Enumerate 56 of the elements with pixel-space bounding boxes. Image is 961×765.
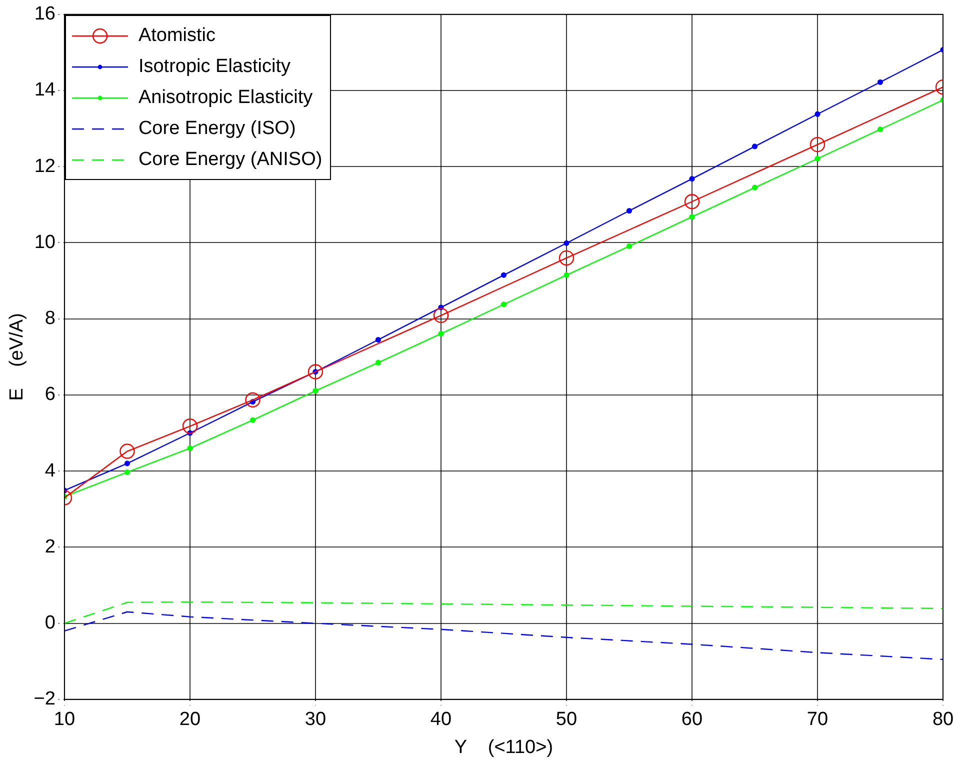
point	[564, 240, 570, 246]
line-series	[64, 601, 943, 624]
legend-label: Core Energy (ANISO)	[138, 148, 322, 172]
point	[312, 388, 318, 394]
point	[438, 330, 444, 336]
point	[752, 184, 758, 190]
point	[120, 444, 135, 459]
point	[250, 417, 256, 423]
point	[558, 250, 574, 266]
y-tick-label: 0	[44, 612, 56, 634]
point	[689, 176, 695, 182]
y-tick-label: 2	[44, 536, 56, 558]
point	[245, 392, 260, 408]
y-tick-label: −2	[34, 688, 56, 710]
y-tick-label: 6	[44, 384, 56, 406]
y-axis-title: E (eV/A)	[6, 313, 28, 401]
point	[182, 418, 198, 434]
point	[564, 272, 570, 278]
x-tick-label: 60	[681, 709, 703, 730]
y-tick-label: 16	[34, 4, 56, 25]
point	[752, 144, 758, 150]
point	[187, 445, 193, 452]
y-tick-label: 14	[34, 80, 56, 101]
point	[877, 126, 884, 132]
point	[433, 308, 449, 324]
legend-label: Anisotropic Elasticity	[138, 86, 313, 110]
legend-label: Isotropic Elasticity	[138, 55, 290, 80]
point	[500, 272, 507, 278]
x-tick-label: 50	[556, 709, 578, 730]
point	[500, 302, 507, 308]
y-tick-label: 12	[34, 156, 56, 177]
point	[814, 111, 820, 117]
y-tick-label: 8	[44, 308, 56, 330]
y-tick-label: 4	[44, 460, 56, 482]
point	[124, 469, 130, 476]
legend-label: Core Energy (ISO)	[138, 117, 296, 142]
x-axis-title: Y (<110>)	[454, 736, 554, 758]
point	[626, 243, 632, 249]
point	[877, 79, 884, 85]
x-tick-label: 20	[179, 709, 201, 730]
legend-label: Atomistic	[138, 24, 216, 48]
x-tick-label: 70	[806, 709, 828, 730]
point	[375, 336, 382, 343]
point	[375, 360, 382, 366]
point	[124, 460, 130, 466]
x-tick-label: 80	[932, 709, 954, 730]
line-series	[64, 611, 943, 660]
x-tick-label: 40	[430, 709, 452, 730]
point	[308, 364, 324, 380]
point	[626, 208, 632, 214]
point	[689, 214, 695, 220]
point	[810, 136, 826, 152]
point	[684, 194, 700, 210]
y-tick-label: 10	[34, 232, 56, 253]
x-tick-label: 30	[304, 709, 326, 730]
point	[814, 156, 820, 162]
